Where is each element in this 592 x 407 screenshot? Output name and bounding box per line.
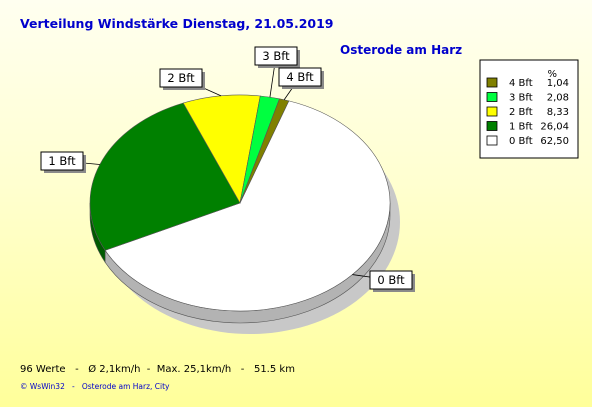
legend-value: 8,33: [547, 107, 569, 118]
slice-label: 2 Bft: [167, 71, 195, 85]
label-box: [369, 270, 413, 290]
label-box: [254, 46, 298, 66]
legend-swatch: [486, 106, 498, 117]
legend-label: 2 Bft: [509, 107, 533, 118]
legend: % 4 Bft 1,04 3 Bft 2,08 2 Bft 8,33 1 Bft 26,04 0…: [479, 59, 579, 159]
slice-label: 1 Bft: [48, 154, 76, 168]
slice-label: 3 Bft: [262, 49, 290, 63]
legend-value: 2,08: [547, 93, 569, 104]
footer-stats: 96 Werte - Ø 2,1km/h - Max. 25,1km/h - 5…: [20, 364, 295, 375]
pie-labels: 0 Bft 1 Bft 2 Bft 3 Bft 4 Bft: [40, 46, 415, 292]
legend-value: 62,50: [540, 136, 569, 147]
legend-value: 26,04: [540, 122, 569, 133]
pie-slice-1-bft: [89, 102, 241, 251]
legend-swatch: [486, 77, 498, 88]
pie-slice-0-bft: [104, 100, 391, 312]
legend-label: 0 Bft: [509, 136, 533, 147]
legend-value: 1,04: [547, 78, 569, 89]
legend-header: %: [547, 69, 557, 80]
label-box: [159, 68, 203, 88]
label-box: [278, 67, 322, 87]
chart-subtitle: Osterode am Harz: [340, 43, 463, 57]
legend-label: 3 Bft: [509, 93, 533, 104]
chart-title: Verteilung Windstärke Dienstag, 21.05.20…: [20, 16, 334, 31]
footer-credit: © WsWin32 - Osterode am Harz, City: [20, 382, 170, 391]
legend-label: 4 Bft: [509, 78, 533, 89]
legend-label: 1 Bft: [509, 122, 533, 133]
legend-swatch: [486, 92, 498, 102]
legend-swatch: [486, 121, 498, 131]
pie-top: [89, 94, 391, 312]
slice-label: 0 Bft: [377, 273, 405, 287]
label-box: [40, 151, 84, 171]
pie-slice-4-bft: [239, 98, 290, 204]
legend-swatch: [486, 135, 498, 146]
slice-label: 4 Bft: [286, 70, 314, 84]
